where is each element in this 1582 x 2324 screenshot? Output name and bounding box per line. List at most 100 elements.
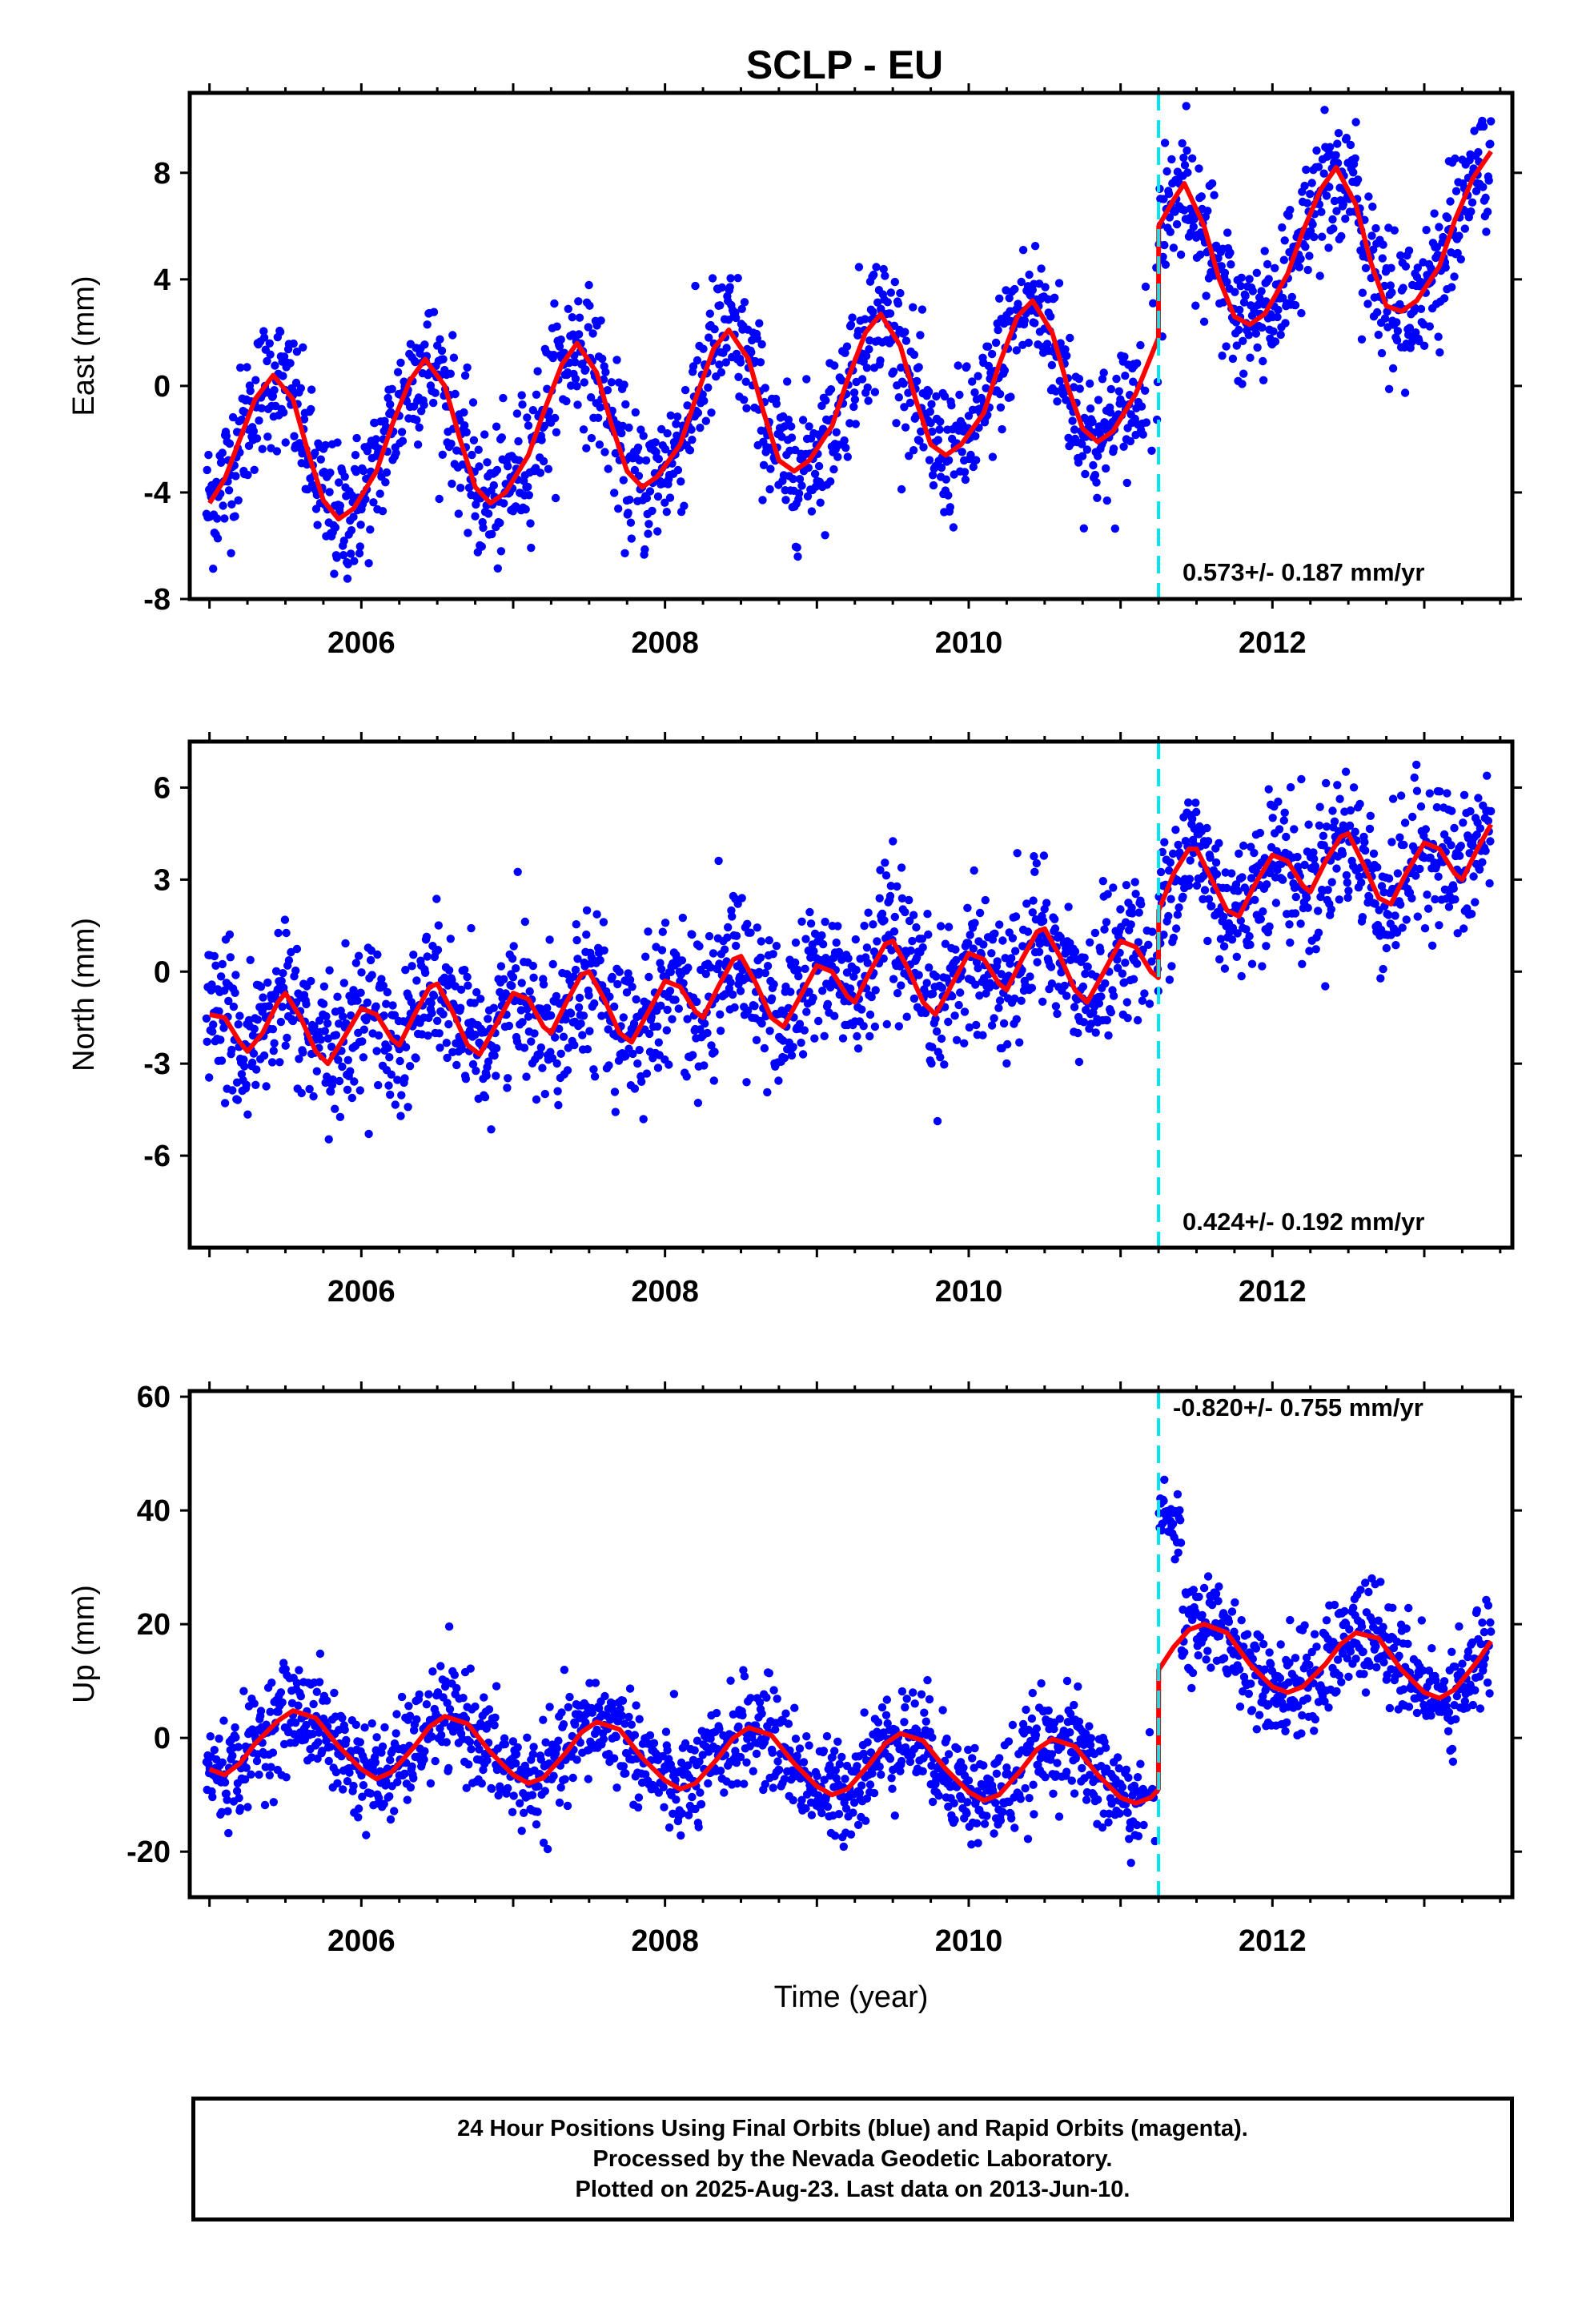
data-point <box>634 1793 644 1802</box>
data-point <box>885 309 895 318</box>
data-point <box>331 1104 339 1113</box>
data-point <box>701 1019 709 1028</box>
data-point <box>901 328 909 336</box>
data-point <box>218 448 227 457</box>
data-point <box>1303 903 1312 912</box>
data-point <box>603 386 612 395</box>
data-point <box>354 1813 363 1822</box>
data-point <box>549 1771 558 1780</box>
data-point <box>1337 231 1346 241</box>
data-point <box>1113 955 1122 964</box>
data-point <box>255 1770 263 1779</box>
data-point <box>975 908 985 918</box>
data-point <box>271 967 281 976</box>
data-point <box>412 416 421 424</box>
data-point <box>255 416 263 425</box>
data-point <box>355 1086 364 1095</box>
data-point <box>371 1758 380 1767</box>
data-point <box>424 1690 433 1699</box>
data-point <box>223 1795 231 1804</box>
data-point <box>909 446 918 455</box>
data-point <box>740 396 749 404</box>
data-point <box>343 1777 352 1786</box>
data-point <box>522 1072 531 1081</box>
data-point <box>1028 908 1038 917</box>
data-point <box>246 955 255 965</box>
data-point <box>656 1001 665 1011</box>
data-point <box>1006 392 1015 401</box>
data-point <box>551 413 560 423</box>
data-point <box>1388 364 1398 373</box>
data-point <box>476 995 485 1003</box>
data-point <box>493 564 502 573</box>
data-point <box>1038 997 1047 1007</box>
data-point <box>1026 972 1034 981</box>
data-point <box>704 1779 713 1788</box>
data-point <box>901 336 911 345</box>
data-point <box>312 1067 321 1076</box>
data-point <box>1094 452 1102 460</box>
data-point <box>269 1047 278 1055</box>
data-point <box>1104 1031 1113 1040</box>
data-point <box>1246 353 1255 362</box>
data-point <box>385 1792 394 1801</box>
data-point <box>925 456 934 464</box>
data-point <box>222 1789 231 1798</box>
data-point <box>452 1060 461 1070</box>
data-point <box>928 471 938 480</box>
data-point <box>1399 840 1408 850</box>
data-point <box>545 1703 554 1711</box>
data-point <box>1476 824 1485 833</box>
data-point <box>563 1066 572 1075</box>
data-point <box>480 430 489 439</box>
data-point <box>820 1775 829 1784</box>
data-point <box>533 1807 542 1816</box>
data-point <box>1147 446 1156 455</box>
data-point <box>936 922 946 931</box>
data-point <box>496 518 504 528</box>
data-point <box>869 270 878 279</box>
data-point <box>338 1714 347 1723</box>
data-point <box>594 413 603 422</box>
data-point <box>269 1798 278 1807</box>
data-point <box>428 1008 436 1018</box>
data-point <box>946 503 955 512</box>
data-point <box>219 1716 228 1725</box>
data-point <box>833 452 842 461</box>
data-point <box>387 1070 396 1080</box>
data-point <box>1109 883 1118 892</box>
data-point <box>319 982 329 991</box>
data-point <box>572 920 580 929</box>
data-point <box>1011 912 1021 921</box>
data-point <box>315 1728 323 1737</box>
data-point <box>346 1067 355 1076</box>
data-point <box>988 452 998 461</box>
data-point <box>1186 856 1195 865</box>
data-point <box>794 971 803 981</box>
data-point <box>559 1720 568 1729</box>
data-point <box>528 1750 537 1759</box>
data-point <box>442 1039 451 1047</box>
data-point <box>294 1701 303 1710</box>
data-point <box>508 973 518 982</box>
data-point <box>672 1795 681 1804</box>
data-point <box>1415 864 1424 874</box>
data-point <box>311 505 321 513</box>
data-point <box>364 559 373 568</box>
data-point <box>810 469 820 478</box>
data-point <box>223 1807 232 1815</box>
data-point <box>685 446 695 455</box>
data-point <box>362 1831 371 1839</box>
data-point <box>568 1773 577 1783</box>
data-point <box>1133 1015 1142 1025</box>
data-point <box>1399 283 1407 292</box>
data-point <box>715 1724 724 1734</box>
data-point <box>385 1053 394 1062</box>
data-point <box>472 500 480 509</box>
data-point <box>761 1779 769 1789</box>
data-point <box>1083 963 1092 971</box>
data-point <box>447 440 456 448</box>
data-point <box>1416 802 1426 811</box>
data-point <box>431 388 440 397</box>
data-point <box>882 1019 892 1029</box>
